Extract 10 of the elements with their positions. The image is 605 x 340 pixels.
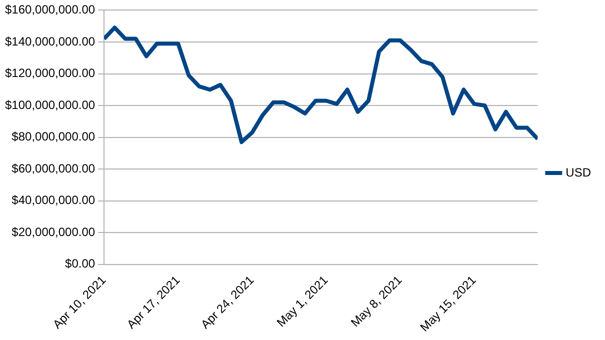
y-tick-label: $140,000,000.00 [4, 34, 96, 48]
y-tick-label: $120,000,000.00 [4, 66, 96, 80]
y-tick-label: $100,000,000.00 [4, 98, 96, 112]
y-tick-label: $40,000,000.00 [12, 193, 96, 208]
y-tick-label: $20,000,000.00 [12, 224, 96, 239]
y-tick-label: $0.00 [65, 256, 96, 271]
y-tick-label: $60,000,000.00 [12, 161, 96, 176]
legend-label: USD [566, 165, 592, 180]
y-tick-label: $80,000,000.00 [12, 130, 96, 144]
y-tick-label: $160,000,000.00 [4, 2, 96, 17]
